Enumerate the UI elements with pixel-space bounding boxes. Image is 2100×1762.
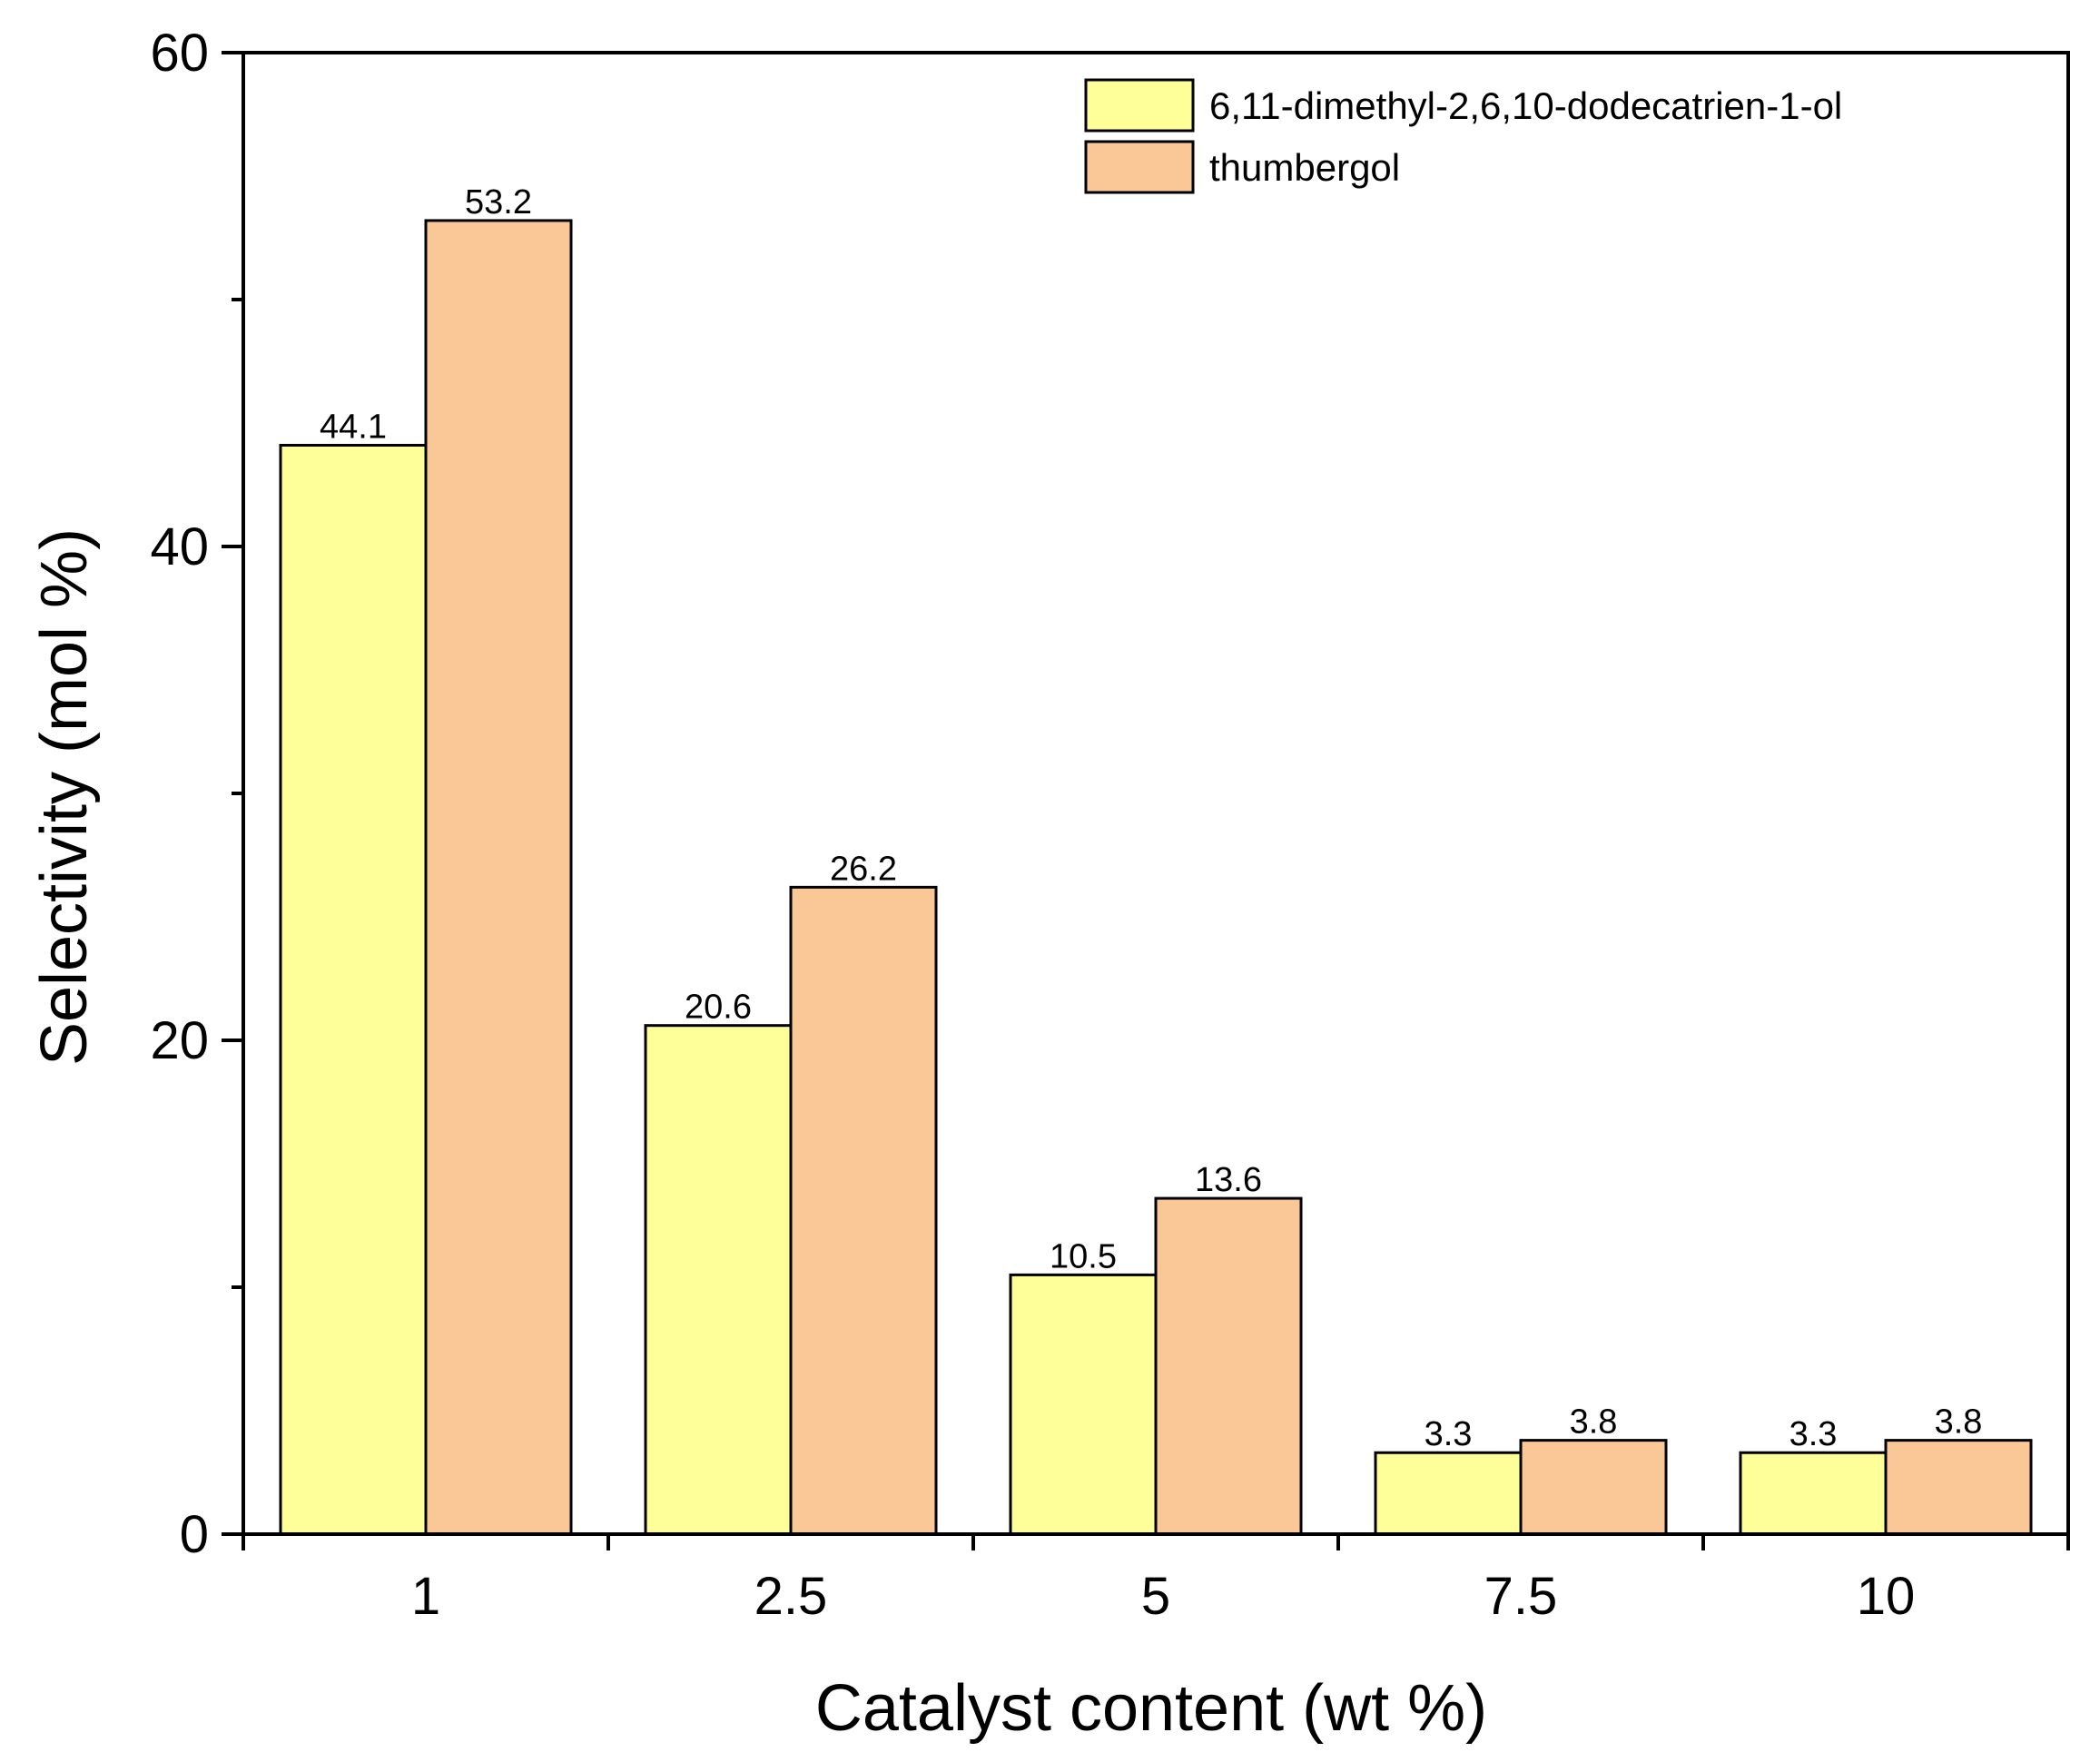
- y-tick-label-20: 20: [150, 1011, 209, 1070]
- legend-swatch-1: [1084, 78, 1195, 133]
- legend: 6,11-dimethyl-2,6,10-dodecatrien-1-ol thu…: [1084, 78, 1842, 194]
- data-label-series1-2.5: 20.6: [685, 989, 752, 1027]
- legend-label-2: thumbergol: [1209, 146, 1400, 189]
- x-tick-label-7.5: 7.5: [1484, 1567, 1558, 1626]
- x-tick-label-2.5: 2.5: [754, 1567, 828, 1626]
- x-tick-label-1: 1: [411, 1567, 440, 1626]
- x-tick-label-10: 10: [1857, 1567, 1916, 1626]
- bar-series2-10: [1884, 1439, 2033, 1536]
- data-label-series1-1: 44.1: [320, 408, 387, 446]
- y-tick-label-0: 0: [180, 1505, 209, 1564]
- data-label-series1-7.5: 3.3: [1425, 1415, 1473, 1453]
- bar-series1-2.5: [644, 1024, 793, 1536]
- bar-series2-7.5: [1519, 1439, 1668, 1536]
- bar-series1-7.5: [1374, 1451, 1523, 1536]
- data-label-series2-10: 3.8: [1935, 1403, 1983, 1442]
- data-label-series1-10: 3.3: [1789, 1415, 1838, 1453]
- y-tick-label-60: 60: [150, 24, 209, 83]
- x-axis-title: Catalyst content (wt %): [815, 1672, 1487, 1745]
- bar-series2-5: [1154, 1196, 1303, 1536]
- bar-series2-1: [424, 219, 573, 1536]
- data-label-series2-1: 53.2: [465, 183, 532, 221]
- data-label-series2-5: 13.6: [1195, 1161, 1262, 1199]
- x-tick-label-5: 5: [1141, 1567, 1170, 1626]
- data-label-series2-7.5: 3.8: [1570, 1403, 1618, 1442]
- legend-label-1: 6,11-dimethyl-2,6,10-dodecatrien-1-ol: [1209, 84, 1842, 127]
- legend-swatch-2: [1084, 140, 1195, 194]
- data-label-series1-5: 10.5: [1050, 1237, 1117, 1275]
- y-axis-title: Selectivity (mol %): [28, 528, 101, 1066]
- bar-series1-5: [1009, 1273, 1158, 1536]
- y-tick-label-40: 40: [150, 517, 209, 576]
- bar-series1-10: [1739, 1451, 1888, 1536]
- bar-series2-2.5: [789, 885, 938, 1536]
- bar-series1-1: [279, 443, 428, 1536]
- data-label-series2-2.5: 26.2: [830, 850, 897, 888]
